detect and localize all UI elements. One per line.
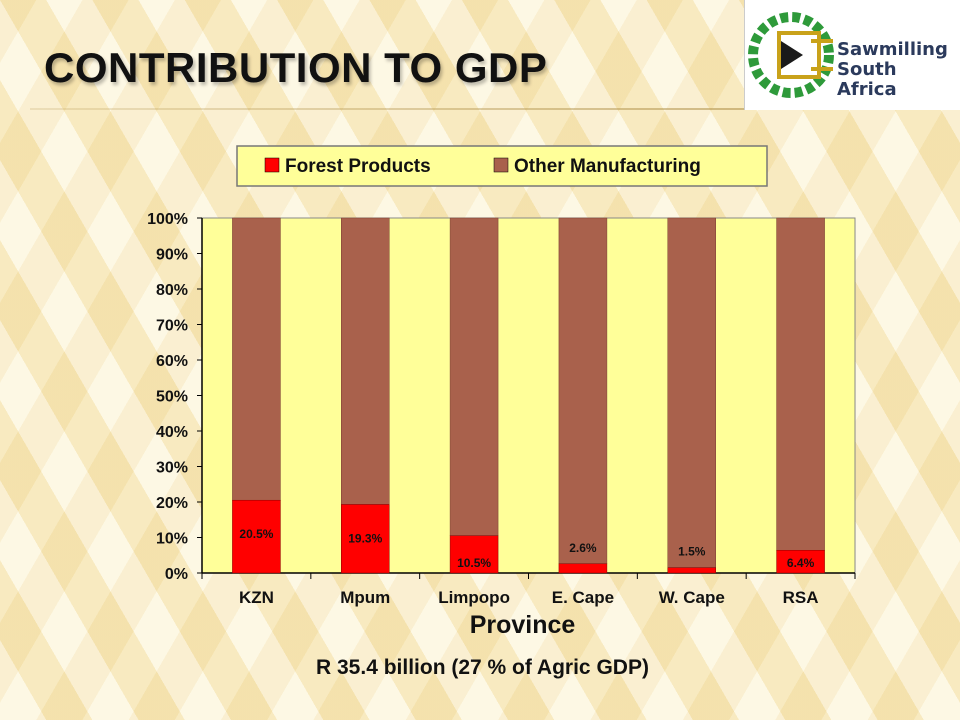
y-tick-label: 60%	[156, 353, 188, 370]
y-tick-label: 50%	[156, 389, 188, 406]
data-label: 2.6%	[569, 541, 597, 555]
plot-area	[201, 217, 856, 574]
logo-line-1: Sawmilling	[837, 39, 948, 60]
bar-other-manufacturing	[232, 217, 281, 501]
title-divider	[30, 108, 745, 110]
x-tick-label: RSA	[783, 588, 819, 607]
y-tick-label: 10%	[156, 531, 188, 548]
y-tick-label: 80%	[156, 282, 188, 299]
x-axis-title: Province	[470, 611, 576, 639]
logo-line-2: South Africa	[837, 59, 897, 100]
legend-label-forest-products: Forest Products	[285, 156, 431, 177]
bar-other-manufacturing	[667, 217, 716, 568]
data-label: 20.5%	[239, 527, 273, 541]
legend-label-other-manufacturing: Other Manufacturing	[514, 156, 701, 177]
chart-footnote: R 35.4 billion (27 % of Agric GDP)	[316, 656, 649, 679]
bar-other-manufacturing	[449, 217, 499, 536]
y-tick-label: 0%	[165, 566, 188, 583]
y-tick-label: 40%	[156, 424, 188, 441]
legend-swatch-forest-products	[264, 157, 280, 173]
x-tick-label: W. Cape	[659, 588, 725, 607]
data-label: 1.5%	[678, 545, 706, 559]
logo-wordmark: Sawmilling South Africa	[837, 40, 960, 100]
bar-other-manufacturing	[776, 217, 825, 551]
bar-forest-products	[449, 535, 499, 574]
bar-forest-products	[558, 563, 608, 574]
bar-forest-products	[776, 550, 825, 574]
y-tick-label: 100%	[147, 211, 188, 228]
y-tick-label: 30%	[156, 460, 188, 477]
x-tick-label: Limpopo	[438, 588, 510, 607]
sawblade-logo-icon	[748, 12, 834, 98]
data-label: 10.5%	[457, 556, 491, 570]
x-tick-label: KZN	[239, 588, 274, 607]
bar-other-manufacturing	[558, 217, 608, 565]
y-tick-label: 20%	[156, 495, 188, 512]
bar-forest-products	[667, 567, 716, 574]
data-label: 6.4%	[787, 556, 815, 570]
data-label: 19.3%	[348, 531, 382, 545]
page-title: CONTRIBUTION TO GDP	[44, 44, 548, 91]
x-tick-label: E. Cape	[552, 588, 614, 607]
x-tick-label: Mpum	[340, 588, 390, 607]
y-tick-label: 90%	[156, 247, 188, 264]
bar-forest-products	[232, 499, 281, 574]
bar-forest-products	[341, 504, 390, 574]
bar-other-manufacturing	[341, 217, 390, 505]
y-tick-label: 70%	[156, 318, 188, 335]
legend-swatch-other-manufacturing	[493, 157, 509, 173]
sawmilling-logo: Sawmilling South Africa	[744, 0, 960, 110]
